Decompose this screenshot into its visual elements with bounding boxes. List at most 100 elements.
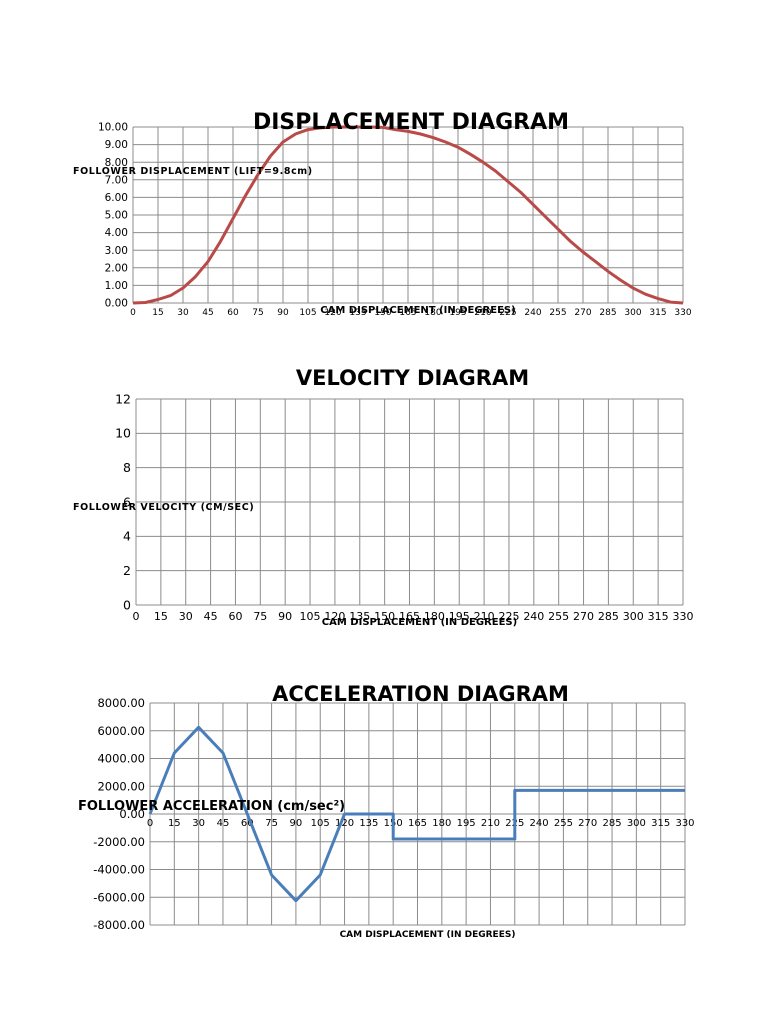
chart1-xlabel: CAM DISPLACEMENT (IN DEGREES) <box>320 305 515 316</box>
chart2-xtick-label: 315 <box>648 610 669 623</box>
chart3-ytick-label: 4000.00 <box>97 752 145 766</box>
chart2-xtick-label: 120 <box>324 610 345 623</box>
chart1-xtick-label: 165 <box>399 308 416 318</box>
chart1-xtick-label: 315 <box>649 308 666 318</box>
chart1-ytick-label: 1.00 <box>105 280 128 292</box>
chart1-ytick-label: 0.00 <box>105 298 128 310</box>
chart1-xtick-label: 285 <box>599 308 616 318</box>
chart1-xtick-label: 120 <box>324 308 341 318</box>
chart2-xtick-label: 75 <box>253 610 267 623</box>
chart2-xtick-label: 330 <box>673 610 694 623</box>
chart1-xtick-label: 255 <box>549 308 566 318</box>
chart3-ytick-label: -4000.00 <box>93 863 145 877</box>
chart3-xtick-label: 75 <box>265 818 278 829</box>
chart1-xtick-label: 225 <box>499 308 516 318</box>
chart1-xtick-label: 330 <box>674 308 691 318</box>
chart2-xtick-label: 240 <box>523 610 544 623</box>
chart3-title: ACCELERATION DIAGRAM <box>272 682 569 706</box>
chart2-xtick-label: 270 <box>573 610 594 623</box>
chart2-xtick-label: 180 <box>424 610 445 623</box>
chart1-xtick-label: 210 <box>474 308 491 318</box>
chart1-xtick-label: 30 <box>177 308 189 318</box>
chart3-xtick-label: 255 <box>554 818 573 829</box>
chart3-xtick-label: 120 <box>335 818 354 829</box>
chart1-xtick-label: 195 <box>449 308 466 318</box>
chart3-xtick-label: 330 <box>675 818 694 829</box>
chart2-title: VELOCITY DIAGRAM <box>296 366 529 390</box>
chart3-ytick-label: -6000.00 <box>93 890 145 904</box>
chart1-xtick-label: 135 <box>349 308 366 318</box>
chart3-xlabel: CAM DISPLACEMENT (IN DEGREES) <box>340 930 516 940</box>
chart2-xtick-label: 165 <box>399 610 420 623</box>
chart3-series-line <box>148 725 685 903</box>
chart3-xtick-label: 135 <box>359 818 378 829</box>
chart3-ylabel: FOLLOWER ACCELERATION (cm/sec²) <box>78 799 345 814</box>
chart3-xtick-label: 300 <box>627 818 646 829</box>
chart1-ytick-label: 8.00 <box>105 157 128 169</box>
chart1-ytick-label: 3.00 <box>105 245 128 257</box>
chart3-xtick-label: 45 <box>217 818 230 829</box>
chart1-ytick-label: 9.00 <box>105 139 128 151</box>
chart3-ytick-label: 0.00 <box>119 807 145 821</box>
chart3-ytick-label: 8000.00 <box>97 696 145 710</box>
chart2-xtick-label: 300 <box>623 610 644 623</box>
chart1-ytick-label: 6.00 <box>105 192 128 204</box>
chart1-xtick-label: 300 <box>624 308 641 318</box>
chart2-xtick-label: 255 <box>548 610 569 623</box>
chart2-ytick-label: 10 <box>115 426 131 441</box>
chart3-xtick-label: 105 <box>311 818 330 829</box>
chart1-xtick-label: 60 <box>227 308 239 318</box>
chart1-ytick-label: 5.00 <box>105 210 128 222</box>
chart3-xtick-label: 240 <box>530 818 549 829</box>
chart2-xtick-label: 15 <box>154 610 168 623</box>
chart3-xtick-label: 60 <box>241 818 254 829</box>
chart1-xtick-label: 45 <box>202 308 213 318</box>
chart1-ytick-label: 7.00 <box>105 174 128 186</box>
chart2-ylabel: FOLLOWER VELOCITY (CM/SEC) <box>73 502 254 513</box>
chart3-xtick-label: 270 <box>578 818 597 829</box>
chart1-ytick-label: 2.00 <box>105 262 128 274</box>
chart3-ytick-label: -2000.00 <box>93 835 145 849</box>
chart1-xtick-label: 90 <box>277 308 289 318</box>
chart2-xtick-label: 30 <box>179 610 193 623</box>
chart2-xtick-label: 60 <box>228 610 242 623</box>
chart3-ytick-label: 6000.00 <box>97 724 145 738</box>
chart1-xtick-label: 0 <box>130 308 136 318</box>
chart3-xtick-label: 195 <box>457 818 476 829</box>
chart2-xtick-label: 225 <box>498 610 519 623</box>
chart2-xtick-label: 210 <box>474 610 495 623</box>
chart1-xtick-label: 105 <box>299 308 316 318</box>
chart1-xtick-label: 150 <box>374 308 391 318</box>
chart2-xtick-label: 285 <box>598 610 619 623</box>
chart2-xtick-label: 195 <box>449 610 470 623</box>
chart2-ytick-label: 2 <box>123 563 131 578</box>
chart3-xtick-label: 30 <box>192 818 205 829</box>
chart2-xtick-label: 0 <box>133 610 140 623</box>
chart1-xtick-label: 270 <box>574 308 591 318</box>
chart2-ytick-label: 4 <box>123 529 131 544</box>
chart1-xtick-label: 240 <box>524 308 541 318</box>
chart1-ytick-label: 10.00 <box>98 122 128 134</box>
chart3-xtick-label: 285 <box>602 818 621 829</box>
chart1-ylabel: FOLLOWER DISPLACEMENT (LIFT=9.8cm) <box>73 166 313 177</box>
chart3-ytick-label: 2000.00 <box>97 779 145 793</box>
chart1-series-line <box>132 125 684 305</box>
chart2-xtick-label: 135 <box>349 610 370 623</box>
chart2-ytick-label: 12 <box>115 391 131 406</box>
chart2-xtick-label: 90 <box>278 610 292 623</box>
chart2-xtick-label: 45 <box>204 610 218 623</box>
chart2-ytick-label: 0 <box>123 597 131 612</box>
chart1-ytick-label: 4.00 <box>105 227 128 239</box>
chart3-xtick-label: 0 <box>147 818 153 829</box>
chart3-xtick-label: 210 <box>481 818 500 829</box>
chart2-xtick-label: 105 <box>300 610 321 623</box>
chart1-title: DISPLACEMENT DIAGRAM <box>253 110 569 135</box>
chart1-xtick-label: 15 <box>152 308 163 318</box>
chart2-xtick-label: 150 <box>374 610 395 623</box>
chart3-xtick-label: 15 <box>168 818 181 829</box>
chart3-xtick-label: 90 <box>290 818 303 829</box>
chart3-ytick-label: -8000.00 <box>93 918 145 932</box>
chart3-xtick-label: 165 <box>408 818 427 829</box>
chart3-xtick-label: 315 <box>651 818 670 829</box>
